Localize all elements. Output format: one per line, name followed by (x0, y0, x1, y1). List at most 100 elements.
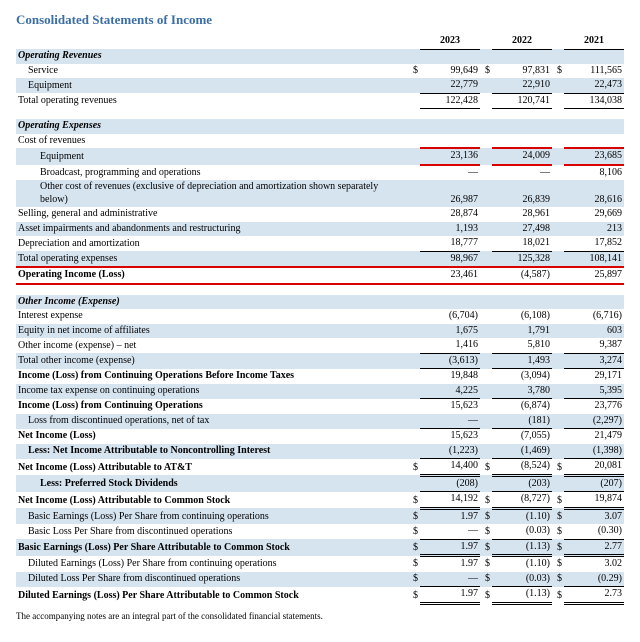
cell: (6,874) (492, 399, 552, 414)
section-other-income: Other Income (Expense) (16, 295, 408, 310)
cell: 23,776 (564, 399, 624, 414)
row-label: Net Income (Loss) Attributable to AT&T (16, 459, 408, 476)
cell: 5,395 (564, 384, 624, 399)
cell: 26,839 (492, 180, 552, 207)
cell: (4,587) (492, 267, 552, 284)
cell: 120,741 (492, 93, 552, 109)
cell: 27,498 (492, 222, 552, 237)
cell: 8,106 (564, 165, 624, 181)
cell: — (492, 165, 552, 181)
cell: — (420, 165, 480, 181)
row-label: Basic Loss Per Share from discontinued o… (16, 524, 408, 539)
cell: 1.97 (420, 508, 480, 524)
statement-title: Consolidated Statements of Income (16, 12, 624, 28)
cell: 19,874 (564, 492, 624, 509)
cell: 29,171 (564, 369, 624, 384)
row-label: Equipment (16, 78, 408, 93)
row-label: Cost of revenues (16, 134, 408, 149)
currency-symbol: $ (480, 539, 492, 556)
currency-symbol: $ (480, 459, 492, 476)
currency-symbol: $ (408, 508, 420, 524)
cell: 28,961 (492, 207, 552, 222)
currency-symbol: $ (552, 524, 564, 539)
cell: 23,461 (420, 267, 480, 284)
cell: 22,473 (564, 78, 624, 93)
cell: 1,791 (492, 324, 552, 339)
year-2023: 2023 (420, 34, 480, 49)
cell: 99,649 (420, 64, 480, 79)
row-label: Diluted Earnings (Loss) Per Share Attrib… (16, 587, 408, 604)
row-label: Selling, general and administrative (16, 207, 408, 222)
cell: 25,897 (564, 267, 624, 284)
cell: 28,616 (564, 180, 624, 207)
cell: (3,094) (492, 369, 552, 384)
cell: 19,848 (420, 369, 480, 384)
row-label: Total operating revenues (16, 93, 408, 109)
cell: 1.97 (420, 539, 480, 556)
section-operating-revenues: Operating Revenues (16, 49, 408, 64)
currency-symbol: $ (408, 556, 420, 572)
cell: 20,081 (564, 459, 624, 476)
cell-highlighted: 23,136 (420, 148, 480, 165)
cell: 14,400 (420, 459, 480, 476)
cell: 1.97 (420, 556, 480, 572)
cell: 14,192 (420, 492, 480, 509)
footnote: The accompanying notes are an integral p… (16, 611, 624, 621)
cell-highlighted: 23,685 (564, 148, 624, 165)
cell: 3,274 (564, 353, 624, 369)
row-label: Equipment (16, 148, 408, 165)
cell: 22,910 (492, 78, 552, 93)
currency-symbol: $ (408, 492, 420, 509)
cell: (6,108) (492, 309, 552, 324)
cell: 18,021 (492, 236, 552, 251)
row-label: Basic Earnings (Loss) Per Share Attribut… (16, 539, 408, 556)
row-label: Asset impairments and abandonments and r… (16, 222, 408, 237)
cell: 111,565 (564, 64, 624, 79)
currency-symbol: $ (408, 572, 420, 587)
currency-symbol: $ (480, 556, 492, 572)
cell: 26,987 (420, 180, 480, 207)
row-label: Equity in net income of affiliates (16, 324, 408, 339)
cell: 4,225 (420, 384, 480, 399)
row-label: Service (16, 64, 408, 79)
section-operating-expenses: Operating Expenses (16, 119, 408, 134)
cell: 108,141 (564, 251, 624, 267)
row-label: Net Income (Loss) (16, 429, 408, 444)
cell: (8,727) (492, 492, 552, 509)
cell: 21,479 (564, 429, 624, 444)
row-label: Total operating expenses (16, 251, 408, 267)
cell: (0.29) (564, 572, 624, 587)
cell: (0.03) (492, 572, 552, 587)
cell: 3.02 (564, 556, 624, 572)
cell: (207) (564, 475, 624, 492)
cell: (2,297) (564, 414, 624, 429)
row-operating-income-highlight: Operating Income (Loss) 23,461 (4,587) 2… (16, 267, 624, 284)
cell: 1,193 (420, 222, 480, 237)
cell-highlighted: 24,009 (492, 148, 552, 165)
year-2021: 2021 (564, 34, 624, 49)
currency-symbol: $ (408, 64, 420, 79)
row-label: Net Income (Loss) Attributable to Common… (16, 492, 408, 509)
cell: (208) (420, 475, 480, 492)
cell: 97,831 (492, 64, 552, 79)
cell: 1,416 (420, 338, 480, 353)
row-label: Income (Loss) from Continuing Operations (16, 399, 408, 414)
cell: 1,493 (492, 353, 552, 369)
row-label: Less: Net Income Attributable to Noncont… (16, 444, 408, 459)
cell: (1,223) (420, 444, 480, 459)
cell: 98,967 (420, 251, 480, 267)
currency-symbol: $ (480, 64, 492, 79)
year-2022: 2022 (492, 34, 552, 49)
cell: (7,055) (492, 429, 552, 444)
header-row: 2023 2022 2021 (16, 34, 624, 49)
row-label: Loss from discontinued operations, net o… (16, 414, 408, 429)
row-label: Income tax expense on continuing operati… (16, 384, 408, 399)
currency-symbol: $ (552, 64, 564, 79)
cell: (1.13) (492, 587, 552, 604)
cell: (6,704) (420, 309, 480, 324)
row-label: Other income (expense) – net (16, 338, 408, 353)
row-label: Operating Income (Loss) (16, 267, 408, 284)
cell: 28,874 (420, 207, 480, 222)
currency-symbol: $ (552, 492, 564, 509)
row-label: Total other income (expense) (16, 353, 408, 369)
